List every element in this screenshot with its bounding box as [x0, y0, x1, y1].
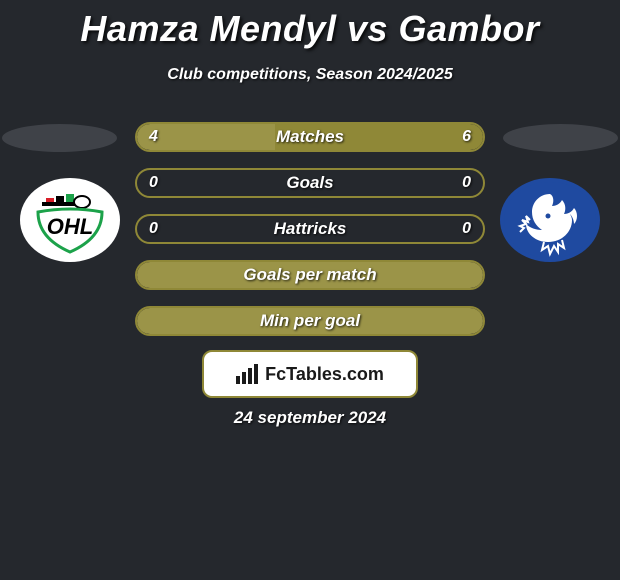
stat-bar: 0 0 Hattricks: [135, 214, 485, 244]
bar-value-left: 0: [149, 220, 158, 238]
brand-chart-icon: [236, 364, 258, 384]
svg-text:OHL: OHL: [47, 214, 93, 239]
stat-bar: Goals per match: [135, 260, 485, 290]
stat-bar: Min per goal: [135, 306, 485, 336]
stat-bar: 0 0 Goals: [135, 168, 485, 198]
player-shadow-left: [2, 124, 117, 152]
bar-label: Min per goal: [260, 311, 360, 331]
bar-value-left: 0: [149, 174, 158, 192]
stat-bar: 4 6 Matches: [135, 122, 485, 152]
club-logo-right: [500, 178, 600, 262]
bar-value-right: 6: [462, 128, 471, 146]
bar-value-right: 0: [462, 174, 471, 192]
bar-label: Matches: [276, 127, 344, 147]
club-logo-left: OHL: [20, 178, 120, 262]
player-shadow-right: [503, 124, 618, 152]
subtitle: Club competitions, Season 2024/2025: [0, 66, 620, 84]
bar-value-right: 0: [462, 220, 471, 238]
brand-box: FcTables.com: [202, 350, 418, 398]
bar-label: Hattricks: [274, 219, 347, 239]
page-title: Hamza Mendyl vs Gambor: [0, 0, 620, 50]
bar-label: Goals per match: [243, 265, 376, 285]
brand-logo: FcTables.com: [236, 364, 384, 385]
date-label: 24 september 2024: [0, 408, 620, 428]
bar-value-left: 4: [149, 128, 158, 146]
bar-label: Goals: [286, 173, 333, 193]
comparison-bars: 4 6 Matches 0 0 Goals 0 0 Hattricks Goals per mat…: [135, 122, 485, 352]
